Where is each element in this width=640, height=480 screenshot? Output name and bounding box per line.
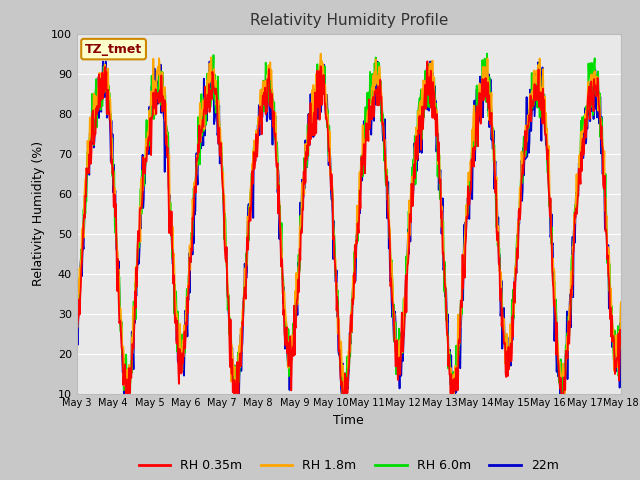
RH 1.8m <box>99 72 107 78</box>
RH 6.0m <box>175 323 182 328</box>
22m <box>300 192 308 198</box>
RH 0.35m <box>617 342 625 348</box>
22m <box>99 59 107 64</box>
RH 6.0m <box>483 51 491 57</box>
RH 6.0m <box>99 94 107 100</box>
22m <box>73 328 81 334</box>
RH 0.35m <box>591 86 598 92</box>
RH 0.35m <box>300 207 307 213</box>
RH 1.8m <box>617 300 625 305</box>
22m <box>395 352 403 358</box>
Y-axis label: Relativity Humidity (%): Relativity Humidity (%) <box>33 141 45 286</box>
RH 1.8m <box>395 359 403 365</box>
RH 0.35m <box>73 335 81 340</box>
Line: RH 1.8m: RH 1.8m <box>77 54 621 394</box>
RH 1.8m <box>600 155 607 161</box>
RH 6.0m <box>591 55 598 61</box>
RH 0.35m <box>600 182 607 188</box>
RH 0.35m <box>424 59 431 64</box>
RH 6.0m <box>300 191 307 196</box>
Legend: RH 0.35m, RH 1.8m, RH 6.0m, 22m: RH 0.35m, RH 1.8m, RH 6.0m, 22m <box>134 455 564 477</box>
RH 0.35m <box>99 96 107 101</box>
22m <box>591 98 598 104</box>
RH 6.0m <box>73 351 81 357</box>
RH 1.8m <box>300 188 307 194</box>
RH 1.8m <box>73 309 81 315</box>
RH 0.35m <box>394 377 402 383</box>
Line: RH 0.35m: RH 0.35m <box>77 61 621 394</box>
Title: Relativity Humidity Profile: Relativity Humidity Profile <box>250 13 448 28</box>
22m <box>120 391 128 396</box>
X-axis label: Time: Time <box>333 414 364 427</box>
RH 1.8m <box>174 322 182 328</box>
RH 1.8m <box>232 391 239 396</box>
RH 1.8m <box>317 51 324 57</box>
Line: 22m: 22m <box>77 61 621 394</box>
Line: RH 6.0m: RH 6.0m <box>77 54 621 394</box>
RH 6.0m <box>600 172 607 178</box>
RH 6.0m <box>617 303 625 309</box>
22m <box>175 361 183 367</box>
RH 1.8m <box>591 68 598 74</box>
RH 0.35m <box>175 365 182 371</box>
RH 0.35m <box>122 391 130 396</box>
22m <box>100 61 108 67</box>
RH 6.0m <box>123 391 131 396</box>
Text: TZ_tmet: TZ_tmet <box>85 43 142 56</box>
RH 6.0m <box>394 340 402 346</box>
22m <box>617 322 625 328</box>
22m <box>600 147 607 153</box>
